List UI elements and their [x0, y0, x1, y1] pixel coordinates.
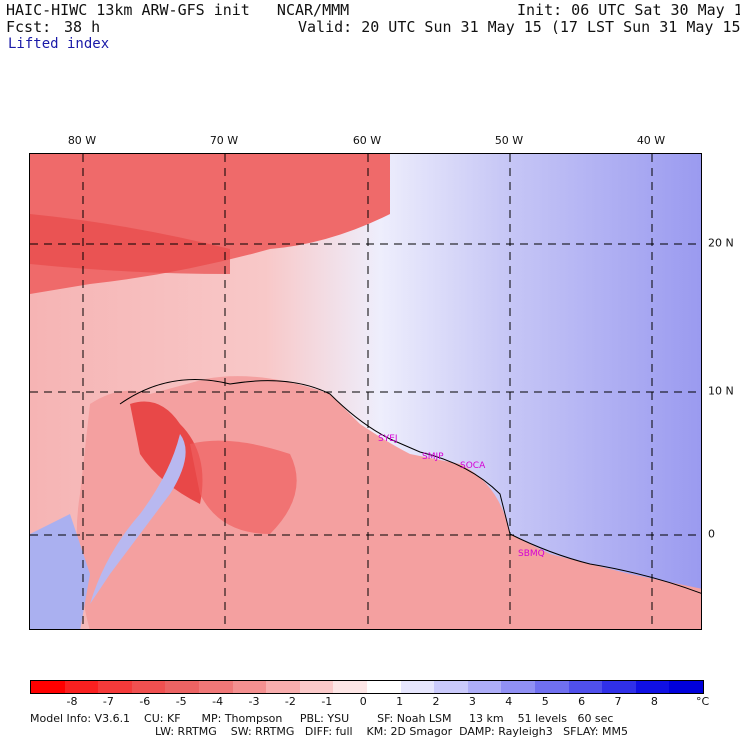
colorbar-tick-label: 8 [650, 695, 658, 708]
colorbar-swatch [266, 681, 300, 693]
lon-label: 60 W [352, 134, 382, 147]
colorbar-tick-label: -3 [248, 695, 260, 708]
lifted-index-map: SYEJ SMJP SOCA SBMQ [29, 153, 702, 630]
colombia-warm-zone [130, 401, 203, 504]
colorbar-tick-label: 3 [468, 695, 476, 708]
colorbar-tick-label: 4 [505, 695, 513, 708]
station-label: SYEJ [378, 434, 398, 444]
field-name: Lifted index [8, 36, 110, 52]
valid-time: Valid: 20 UTC Sun 31 May 15 (17 LST Sun … [298, 18, 740, 36]
colorbar-unit: °C [696, 695, 710, 708]
colorbar-tick-label: -7 [102, 695, 114, 708]
colorbar-tick-label: -5 [175, 695, 187, 708]
model-info-line: Model Info: V3.6.1 CU: KF MP: Thompson P… [30, 712, 614, 725]
lon-label: 40 W [636, 134, 666, 147]
colorbar-tick-label: 7 [614, 695, 622, 708]
colorbar-swatch [602, 681, 636, 693]
colorbar [30, 680, 704, 694]
andes-cool-strip [90, 434, 186, 604]
colorbar-tick-label: -4 [212, 695, 224, 708]
colorbar-swatch [98, 681, 132, 693]
colorbar-swatch [635, 681, 670, 693]
lon-label: 50 W [494, 134, 524, 147]
forecast-label: Fcst: [6, 18, 52, 36]
forecast-hours: 38 h [64, 18, 101, 36]
colorbar-swatch [434, 681, 468, 693]
pacific-cool-zone [30, 514, 90, 629]
colorbar-tick-label: 6 [578, 695, 586, 708]
colorbar-swatch [232, 681, 267, 693]
colorbar-tick-label: 5 [541, 695, 549, 708]
colorbar-swatch [501, 681, 535, 693]
map-canvas: SYEJ SMJP SOCA SBMQ [30, 154, 701, 629]
coastline [119, 379, 701, 594]
colorbar-swatch [64, 681, 99, 693]
colorbar-tick-label: 1 [396, 695, 404, 708]
station-label: SBMQ [518, 549, 545, 559]
colorbar-tick-label: -1 [321, 695, 333, 708]
colorbar-tick-label: 0 [359, 695, 367, 708]
model-title: HAIC-HIWC 13km ARW-GFS init NCAR/MMM [6, 1, 350, 19]
colorbar-swatch [333, 681, 367, 693]
colorbar-swatch [534, 681, 569, 693]
graticule [30, 154, 701, 629]
lat-label: 0 [708, 527, 715, 541]
colorbar-swatch [366, 681, 401, 693]
colorbar-swatch [299, 681, 334, 693]
lon-label: 70 W [209, 134, 239, 147]
colorbar-swatch [400, 681, 435, 693]
colorbar-tick-label: -8 [66, 695, 78, 708]
colorbar-tick-label: 2 [432, 695, 440, 708]
lat-label: 10 N [708, 384, 734, 398]
colorbar-swatch [198, 681, 233, 693]
interior-warm-zone [190, 440, 297, 534]
lat-label: 20 N [708, 236, 734, 250]
colorbar-swatch [568, 681, 603, 693]
lon-label: 80 W [67, 134, 97, 147]
colorbar-tick-label: -6 [139, 695, 151, 708]
colorbar-swatch [669, 681, 703, 693]
colorbar-swatch [165, 681, 199, 693]
colorbar-swatch [467, 681, 502, 693]
station-label: SMJP [422, 452, 444, 462]
colorbar-tick-label: -2 [284, 695, 296, 708]
south-america-land [76, 376, 701, 629]
physics-info-line: LW: RRTMG SW: RRTMG DIFF: full KM: 2D Sm… [155, 725, 628, 738]
colorbar-swatch [131, 681, 166, 693]
colorbar-swatch [31, 681, 65, 693]
init-time: Init: 06 UTC Sat 30 May 15 [517, 1, 740, 19]
station-label: SOCA [460, 461, 486, 471]
